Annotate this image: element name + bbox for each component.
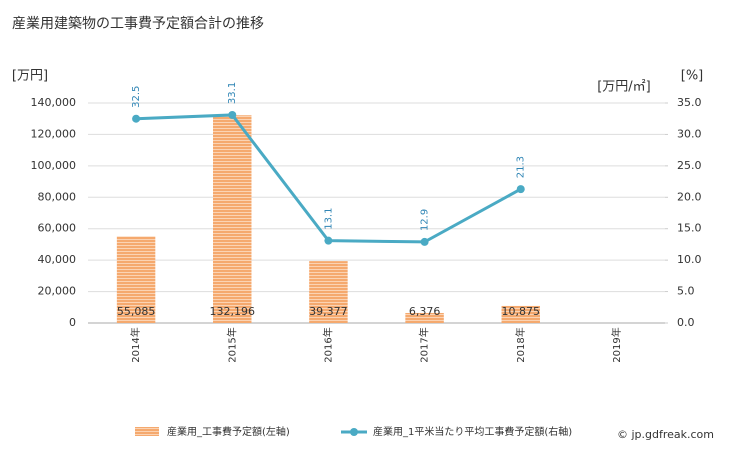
- y-tick-label: 60,000: [38, 222, 77, 235]
- bar-value-label: 55,085: [117, 305, 156, 318]
- x-tick-label: 2018年: [514, 327, 527, 362]
- x-tick-label: 2016年: [321, 327, 334, 362]
- line-value-label: 12.9: [420, 209, 431, 231]
- bar-value-label: 10,875: [502, 305, 541, 318]
- line-value-label: 33.1: [227, 82, 238, 104]
- y2-tick-label: 25.0: [677, 159, 702, 172]
- y2-axis-label: [万円/㎡]: [597, 80, 651, 95]
- x-tick-label: 2014年: [129, 327, 142, 362]
- line-value-label: 13.1: [323, 208, 334, 230]
- y-tick-label: 100,000: [31, 159, 77, 172]
- y-axis-label: [万円]: [12, 69, 48, 84]
- y-tick-label: 80,000: [38, 190, 77, 203]
- bar: [213, 115, 252, 323]
- y2-tick-label: 15.0: [677, 222, 702, 235]
- line-point: [132, 114, 141, 123]
- y2-tick-label: 30.0: [677, 127, 702, 140]
- line-point: [324, 236, 333, 245]
- y-tick-label: 120,000: [31, 127, 77, 140]
- bar: [405, 312, 444, 323]
- y2-tick-label: 5.0: [677, 285, 695, 298]
- bar-value-label: 39,377: [309, 305, 348, 318]
- bar: [501, 305, 540, 323]
- line-value-label: 21.3: [516, 156, 527, 178]
- y-tick-label: 0: [69, 316, 76, 329]
- line-point: [228, 110, 237, 119]
- y2-tick-label: 0.0: [677, 316, 695, 329]
- y-tick-label: 40,000: [38, 253, 77, 266]
- x-tick-label: 2015年: [225, 327, 238, 362]
- line-point: [516, 185, 525, 194]
- bar-value-label: 6,376: [409, 305, 441, 318]
- bar: [116, 236, 156, 323]
- y-tick-label: 20,000: [38, 285, 77, 298]
- y-tick-label: 140,000: [31, 96, 77, 109]
- legend-label: 産業用_1平米当たり平均工事費予定額(右軸): [373, 425, 572, 438]
- bar: [309, 261, 348, 323]
- bar-value-label: 132,196: [210, 305, 256, 318]
- y2-tick-label: 20.0: [677, 190, 702, 203]
- legend-swatch: [135, 427, 159, 436]
- y2-tick-label: 35.0: [677, 96, 702, 109]
- line-value-label: 32.5: [131, 86, 142, 108]
- chart-title: 産業用建築物の工事費予定額合計の推移: [12, 16, 264, 32]
- x-tick-label: 2019年: [610, 327, 623, 362]
- line-point: [420, 237, 429, 246]
- legend-swatch: [350, 428, 358, 436]
- watermark: © jp.gdfreak.com: [617, 428, 714, 441]
- y2-axis-unit: [%]: [681, 69, 704, 84]
- legend-label: 産業用_工事費予定額(左軸): [167, 425, 290, 438]
- y2-tick-label: 10.0: [677, 253, 702, 266]
- x-tick-label: 2017年: [418, 327, 431, 362]
